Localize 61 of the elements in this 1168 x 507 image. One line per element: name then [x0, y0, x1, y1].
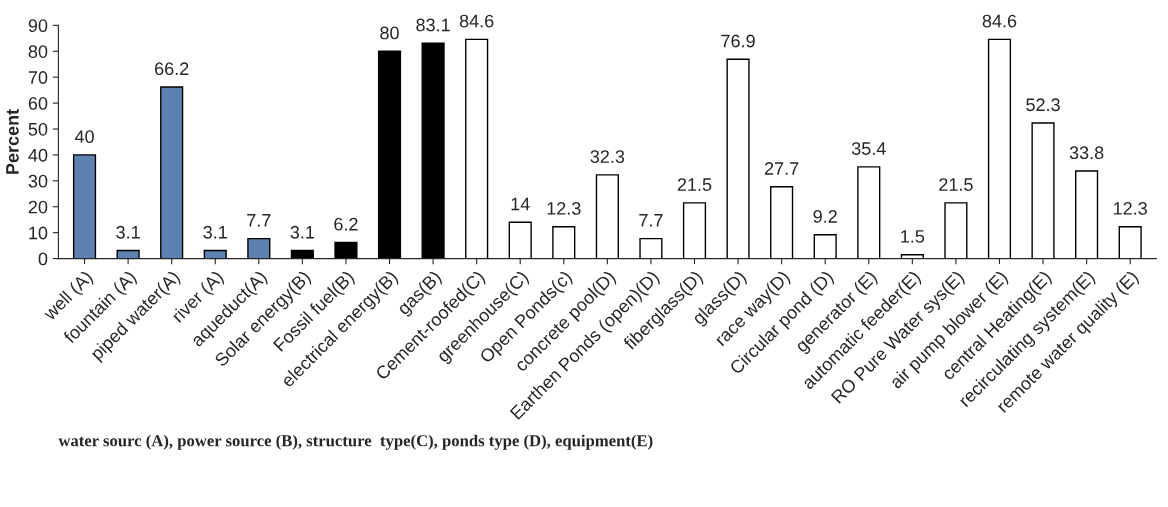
data-label: 84.6	[459, 14, 494, 28]
data-label: 83.1	[416, 18, 450, 32]
bar	[1118, 226, 1142, 259]
data-label: 66.2	[155, 62, 189, 76]
data-label: 52.3	[1026, 98, 1060, 112]
data-label: 80	[380, 26, 399, 40]
bar	[552, 226, 576, 259]
bar	[465, 38, 489, 259]
bar	[247, 237, 271, 259]
bar	[682, 202, 707, 259]
y-tick-label: 10	[29, 226, 48, 240]
y-tick-label: 60	[28, 97, 48, 110]
data-label: 32.3	[590, 150, 625, 163]
bar	[160, 86, 184, 259]
data-label: 35.4	[851, 142, 886, 155]
data-label: 3.1	[203, 225, 227, 239]
bar	[203, 249, 227, 259]
bar	[639, 237, 663, 259]
data-label: 7.7	[639, 214, 663, 227]
data-label: 3.1	[290, 225, 315, 239]
bar	[72, 154, 97, 259]
bar	[595, 174, 619, 259]
data-label: 9.2	[813, 210, 837, 223]
bar	[290, 249, 314, 259]
y-tick-label: 0	[38, 252, 48, 266]
data-label: 27.7	[764, 162, 799, 175]
data-label: 1.5	[901, 230, 925, 243]
data-label: 33.8	[1069, 146, 1104, 160]
data-label: 14	[511, 197, 530, 211]
bar	[987, 38, 1012, 259]
y-tick-label: 80	[28, 45, 48, 58]
y-axis-title: Percent	[6, 109, 19, 174]
bar	[1075, 170, 1099, 259]
data-label: 3.1	[116, 225, 140, 239]
bar	[508, 221, 532, 259]
data-label: 21.5	[939, 178, 973, 191]
bar	[116, 249, 140, 259]
bar	[857, 166, 881, 259]
bar	[944, 202, 968, 259]
y-tick-label: 90	[28, 19, 48, 33]
data-label: 21.5	[677, 178, 712, 191]
data-label: 12.3	[1113, 202, 1147, 215]
y-tick-label: 50	[28, 122, 48, 136]
y-tick-label: 30	[28, 174, 48, 188]
y-tick-label: 20	[28, 200, 48, 214]
data-label: 12.3	[547, 202, 581, 215]
bar	[813, 234, 837, 259]
bar	[421, 42, 445, 259]
x-axis-title: water sourc (A), power source (B), structure type(C), ponds type (D), equipment(E)	[58, 434, 653, 450]
y-tick-label: 70	[28, 71, 48, 84]
bar	[770, 186, 794, 259]
data-label: 40	[74, 130, 94, 144]
bar	[1031, 122, 1055, 259]
data-label: 76.9	[721, 34, 755, 48]
bar	[726, 58, 750, 259]
data-label: 84.6	[982, 14, 1017, 28]
bar	[377, 50, 402, 259]
data-label: 7.7	[247, 214, 271, 227]
y-tick-label: 40	[28, 148, 48, 162]
data-label: 6.2	[334, 217, 358, 231]
bar	[334, 241, 358, 259]
